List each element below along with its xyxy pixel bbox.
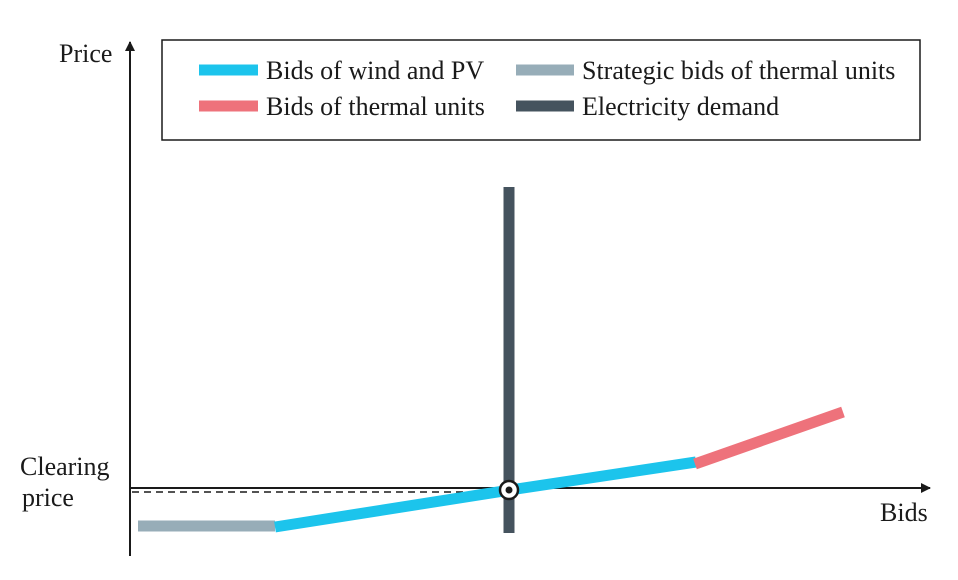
clearing-point-dot (505, 486, 513, 494)
y-axis-label: Price (59, 39, 112, 68)
legend: Bids of wind and PV Strategic bids of th… (161, 39, 921, 141)
legend-label-strategic-thermal: Strategic bids of thermal units (582, 56, 895, 85)
clearing-price-label-line2: price (22, 483, 74, 512)
legend-label-thermal: Bids of thermal units (266, 92, 485, 121)
thermal-bid-segment (693, 406, 845, 470)
wind-pv-bid-segment (274, 456, 697, 533)
legend-label-demand: Electricity demand (582, 92, 779, 121)
legend-label-wind-pv: Bids of wind and PV (266, 56, 484, 85)
legend-box (161, 39, 921, 141)
clearing-price-label-line1: Clearing (20, 452, 110, 481)
x-axis-label: Bids (880, 498, 928, 527)
